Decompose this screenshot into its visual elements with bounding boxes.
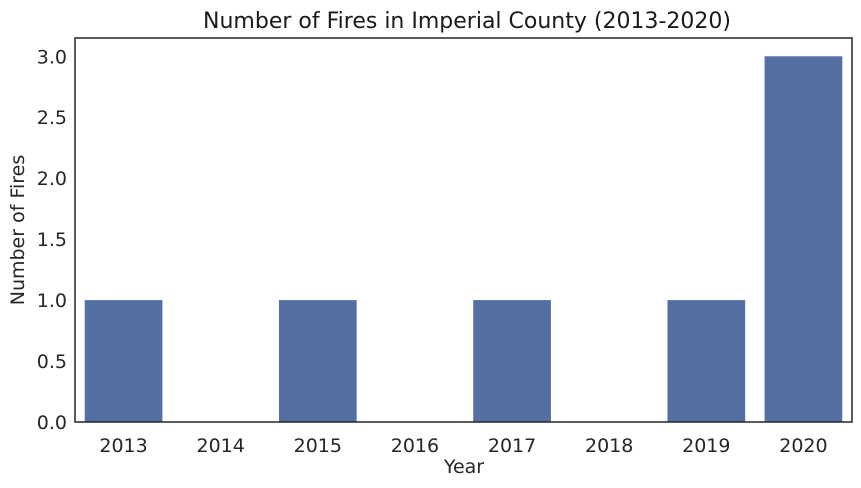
y-tick-label: 1.0 [37,290,67,312]
x-tick-label: 2014 [197,435,245,457]
chart-title: Number of Fires in Imperial County (2013… [203,9,731,34]
y-tick-label: 0.0 [37,412,67,434]
y-tick-label: 2.5 [37,107,67,129]
bar-2017 [473,300,551,422]
bar-2015 [278,300,357,422]
bar-2013 [84,300,163,422]
x-tick-label: 2020 [779,435,827,457]
y-tick-label: 0.5 [37,351,67,373]
y-tick-label: 3.0 [37,46,67,68]
x-tick-label: 2019 [682,435,730,457]
y-tick-label: 2.0 [37,168,67,190]
plot-area [74,37,853,423]
plot-frame [74,37,853,423]
x-tick-label: 2013 [99,435,147,457]
y-axis-ticks: 0.0 0.5 1.0 1.5 2.0 2.5 3.0 [37,46,67,434]
x-axis-ticks: 2013 2014 2015 2016 2017 2018 2019 2020 [99,435,827,457]
y-axis-label: Number of Fires [7,155,29,306]
bars [84,56,843,423]
x-axis-label: Year [443,456,484,478]
y-tick-label: 1.5 [37,229,67,251]
x-tick-label: 2017 [488,435,536,457]
bar-2020 [764,56,843,423]
x-tick-label: 2016 [391,435,439,457]
x-tick-label: 2015 [294,435,342,457]
bar-2019 [667,300,746,422]
x-tick-label: 2018 [585,435,633,457]
